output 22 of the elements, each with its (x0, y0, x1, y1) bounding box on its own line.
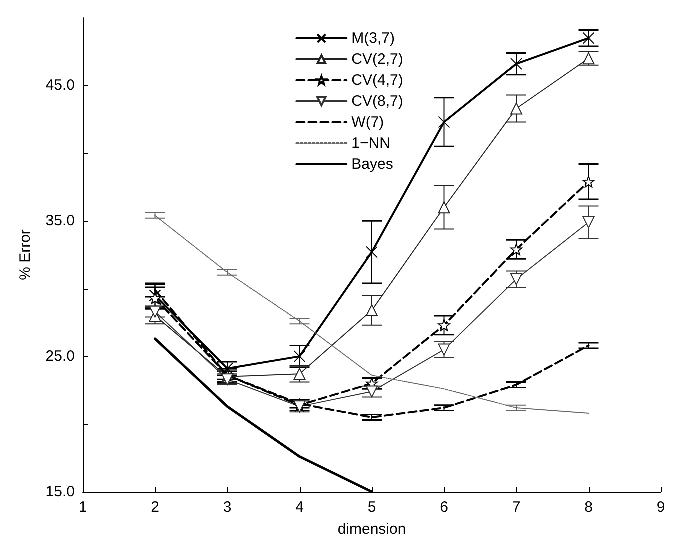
x-tick-label: 1 (78, 499, 88, 516)
y-tick-label: 15.0 (46, 484, 75, 500)
legend-label: W(7) (352, 114, 384, 131)
legend-label: M(3,7) (352, 30, 396, 47)
legend-label: CV(2,7) (352, 51, 404, 68)
y-axis-title: % Error (17, 230, 34, 280)
x-tick-label: 6 (440, 499, 448, 516)
x-tick-label: 5 (368, 499, 376, 516)
y-tick-label: 35.0 (46, 212, 75, 230)
y-tick-label: 45.0 (46, 77, 75, 94)
legend-label: CV(8,7) (352, 93, 404, 110)
x-tick-label: 4 (296, 499, 304, 516)
legend-label: Bayes (352, 156, 394, 173)
x-tick-label: 2 (151, 499, 160, 516)
y-tick-label: 25.0 (46, 348, 75, 366)
x-tick-label: 8 (584, 499, 593, 516)
x-tick-label: 9 (656, 499, 666, 516)
x-axis-title: dimension (338, 521, 406, 538)
legend-label: CV(4,7) (352, 72, 404, 89)
x-tick-label: 3 (223, 499, 232, 516)
x-tick-label: 7 (512, 499, 521, 516)
legend-label: 1−NN (352, 135, 390, 152)
